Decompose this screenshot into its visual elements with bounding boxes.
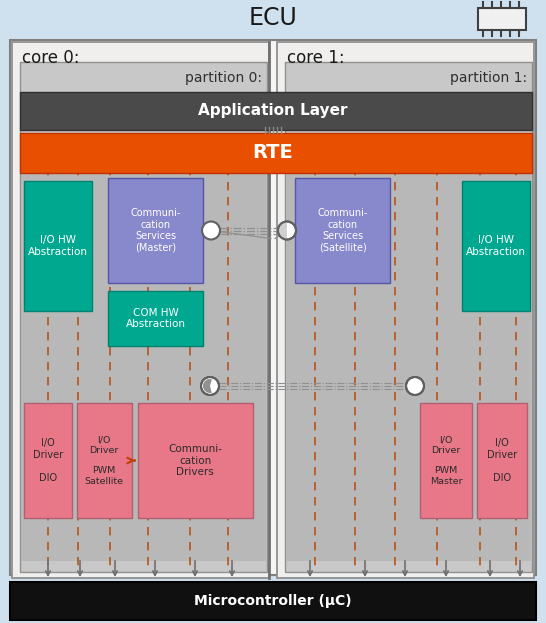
Text: I/O
Driver

DIO: I/O Driver DIO: [33, 438, 63, 483]
Bar: [12, 42, 269, 578]
Text: Microcontroller (μC): Microcontroller (μC): [194, 594, 352, 608]
Text: Communi-
cation
Services
(Master): Communi- cation Services (Master): [130, 208, 181, 253]
Text: Communi-
cation
Services
(Satellite): Communi- cation Services (Satellite): [317, 208, 367, 253]
Bar: [286, 368, 531, 561]
Bar: [10, 40, 536, 575]
Text: RTE: RTE: [253, 143, 293, 163]
Bar: [286, 173, 531, 368]
Bar: [108, 291, 203, 346]
Bar: [77, 403, 132, 518]
Text: I/O HW
Abstraction: I/O HW Abstraction: [466, 235, 526, 257]
Bar: [21, 173, 266, 368]
Text: ECU: ECU: [248, 6, 298, 30]
Bar: [477, 403, 527, 518]
Text: I/O
Driver

DIO: I/O Driver DIO: [487, 438, 517, 483]
Text: core 0:: core 0:: [22, 49, 80, 67]
Circle shape: [201, 377, 219, 395]
Text: Communi-
cation
Drivers: Communi- cation Drivers: [168, 444, 222, 477]
Circle shape: [406, 377, 424, 395]
Bar: [138, 403, 253, 518]
Bar: [285, 62, 532, 572]
Circle shape: [278, 222, 296, 239]
Text: Application Layer: Application Layer: [198, 103, 348, 118]
Text: core 1:: core 1:: [287, 49, 345, 67]
Bar: [21, 368, 266, 561]
Bar: [10, 582, 536, 620]
Text: I/O
Driver

PWM
Satellite: I/O Driver PWM Satellite: [85, 435, 123, 486]
Bar: [108, 178, 203, 283]
Bar: [20, 62, 267, 572]
Bar: [24, 181, 92, 311]
Bar: [478, 8, 526, 30]
Text: I/O HW
Abstraction: I/O HW Abstraction: [28, 235, 88, 257]
Wedge shape: [278, 222, 287, 239]
Bar: [420, 403, 472, 518]
Bar: [462, 181, 530, 311]
Bar: [24, 403, 72, 518]
Text: COM HW
Abstraction: COM HW Abstraction: [126, 308, 186, 330]
Bar: [20, 133, 532, 173]
Bar: [295, 178, 390, 283]
Circle shape: [202, 222, 220, 239]
Wedge shape: [203, 379, 212, 393]
Text: partition 1:: partition 1:: [450, 71, 527, 85]
Bar: [20, 92, 532, 130]
Text: I/O
Driver

PWM
Master: I/O Driver PWM Master: [430, 435, 462, 486]
Bar: [277, 42, 534, 578]
Text: partition 0:: partition 0:: [185, 71, 262, 85]
